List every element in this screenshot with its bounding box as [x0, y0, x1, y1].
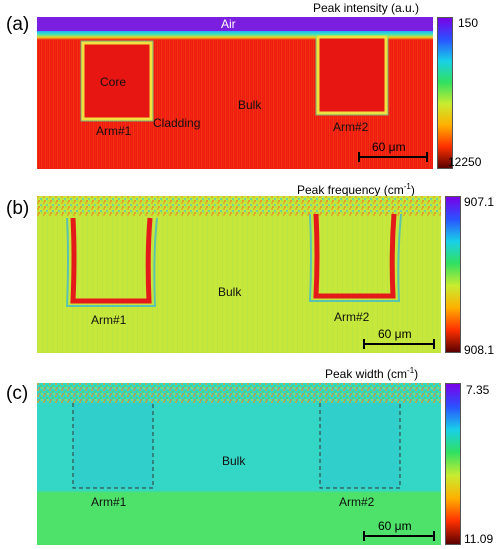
bulk-label-b: Bulk: [218, 285, 242, 299]
panel-a-letter: (a): [6, 14, 30, 35]
colorbar-a-bottom: 12250: [448, 155, 482, 169]
arm1-outline: [70, 217, 153, 304]
core-label: Core: [100, 75, 127, 89]
scalebar-b: [363, 339, 435, 349]
bulk-label-a: Bulk: [238, 98, 262, 112]
frequency-map: [37, 196, 441, 353]
cladding-label: Cladding: [153, 116, 201, 130]
colorbar-c: [445, 383, 461, 545]
intensity-map: [37, 17, 433, 169]
arm2-label-a: Arm#2: [333, 120, 369, 134]
panel-c-letter: (c): [6, 383, 29, 404]
colorbar-b: [445, 196, 461, 353]
panel-b-letter: (b): [6, 198, 30, 219]
colorbar-b-bottom: 908.1: [464, 343, 495, 357]
arm1-core: [81, 41, 153, 121]
colorbar-b-top: 907.1: [464, 195, 495, 209]
scalebar-c: [363, 531, 435, 541]
scale-label-b: 60 μm: [378, 327, 412, 341]
panel-b-title-sup: -1: [403, 182, 411, 191]
colorbar-c-bottom: 11.09: [464, 532, 494, 546]
panel-b-title-main: Peak frequency (cm: [297, 183, 404, 197]
panel-c-title-end: ): [414, 367, 419, 381]
colorbar-a-top: 150: [458, 16, 479, 30]
colorbar-a: [437, 17, 453, 169]
frequency-map-graphic: [37, 196, 441, 353]
panel-b-title-end: ): [410, 183, 415, 197]
arm2-dashed-outline: [319, 403, 401, 489]
arm1-label-c: Arm#1: [91, 495, 127, 509]
arm1-dashed-outline: [72, 403, 154, 489]
arm1-label-b: Arm#1: [91, 313, 127, 327]
arm2-label-b: Arm#2: [334, 310, 370, 324]
air-band: [37, 17, 433, 31]
panel-a-title: Peak intensity (a.u.): [313, 1, 420, 15]
colorbar-c-top: 7.35: [466, 383, 490, 397]
bulk-label-c: Bulk: [222, 454, 246, 468]
width-map: [37, 383, 441, 545]
panel-c-title-main: Peak width (cm: [325, 367, 408, 381]
air-label: Air: [221, 17, 236, 31]
arm2-outline: [313, 213, 397, 299]
scale-label-c: 60 μm: [378, 519, 412, 533]
panel-c-title-sup: -1: [407, 366, 415, 375]
scalebar-a: [358, 152, 428, 162]
scale-label-a: 60 μm: [372, 140, 406, 154]
panel-c-title: Peak width (cm-1): [325, 366, 418, 381]
arm2-label-c: Arm#2: [339, 495, 375, 509]
width-map-graphic: [37, 383, 441, 489]
intensity-map-graphic: [37, 17, 433, 169]
panel-b-title: Peak frequency (cm-1): [297, 182, 415, 197]
arm1-label-a: Arm#1: [96, 124, 132, 138]
arm2-core: [316, 35, 388, 115]
